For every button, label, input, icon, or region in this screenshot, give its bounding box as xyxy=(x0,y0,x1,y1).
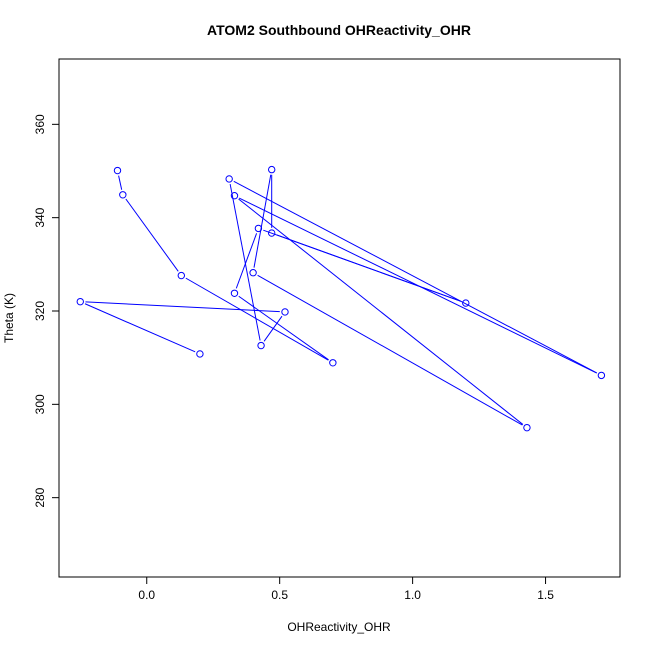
y-tick-label: 360 xyxy=(33,114,47,134)
y-axis: 280 300 320 340 360 xyxy=(33,114,60,508)
y-tick-label: 340 xyxy=(33,207,47,227)
series-segment xyxy=(85,301,280,313)
y-tick-label: 300 xyxy=(33,394,47,414)
series-segment xyxy=(238,295,329,361)
data-point xyxy=(76,297,84,306)
data-point xyxy=(597,371,606,380)
plot-frame xyxy=(58,58,621,578)
series-segment xyxy=(229,183,261,341)
data-point xyxy=(225,175,233,183)
data-point xyxy=(281,308,289,316)
data-point xyxy=(196,350,204,358)
series-segment xyxy=(118,175,123,190)
series-segment xyxy=(257,274,523,426)
data-point xyxy=(230,289,239,297)
data-point xyxy=(249,269,257,277)
y-tick-label: 320 xyxy=(33,301,47,321)
series-segment xyxy=(235,233,258,289)
x-tick-label: 0.5 xyxy=(271,588,288,602)
x-tick-label: 1.5 xyxy=(537,588,554,602)
x-axis-label: OHReactivity_OHR xyxy=(287,620,391,634)
series-segment xyxy=(238,198,524,425)
series-layer xyxy=(76,165,606,432)
data-point xyxy=(230,192,239,200)
x-tick-label: 1.0 xyxy=(404,588,421,602)
series-segment xyxy=(84,303,196,353)
data-point xyxy=(462,299,470,307)
data-point xyxy=(268,165,276,174)
data-point xyxy=(523,423,531,432)
x-axis: 0.0 0.5 1.0 1.5 xyxy=(138,576,554,602)
data-point xyxy=(254,224,263,233)
data-point xyxy=(177,271,186,280)
series-segment xyxy=(185,277,329,361)
data-point xyxy=(329,359,337,367)
data-point xyxy=(268,229,276,237)
chart-title: ATOM2 Southbound OHReactivity_OHR xyxy=(207,22,471,38)
data-point xyxy=(257,341,265,350)
y-axis-label: Theta (K) xyxy=(2,293,16,343)
data-point xyxy=(119,191,127,199)
y-tick-label: 280 xyxy=(33,487,47,507)
series-segment xyxy=(263,229,462,302)
x-tick-label: 0.0 xyxy=(138,588,155,602)
series-segment xyxy=(125,198,179,272)
series-segment xyxy=(233,180,598,374)
data-point xyxy=(113,166,122,175)
series-segment xyxy=(253,174,272,268)
